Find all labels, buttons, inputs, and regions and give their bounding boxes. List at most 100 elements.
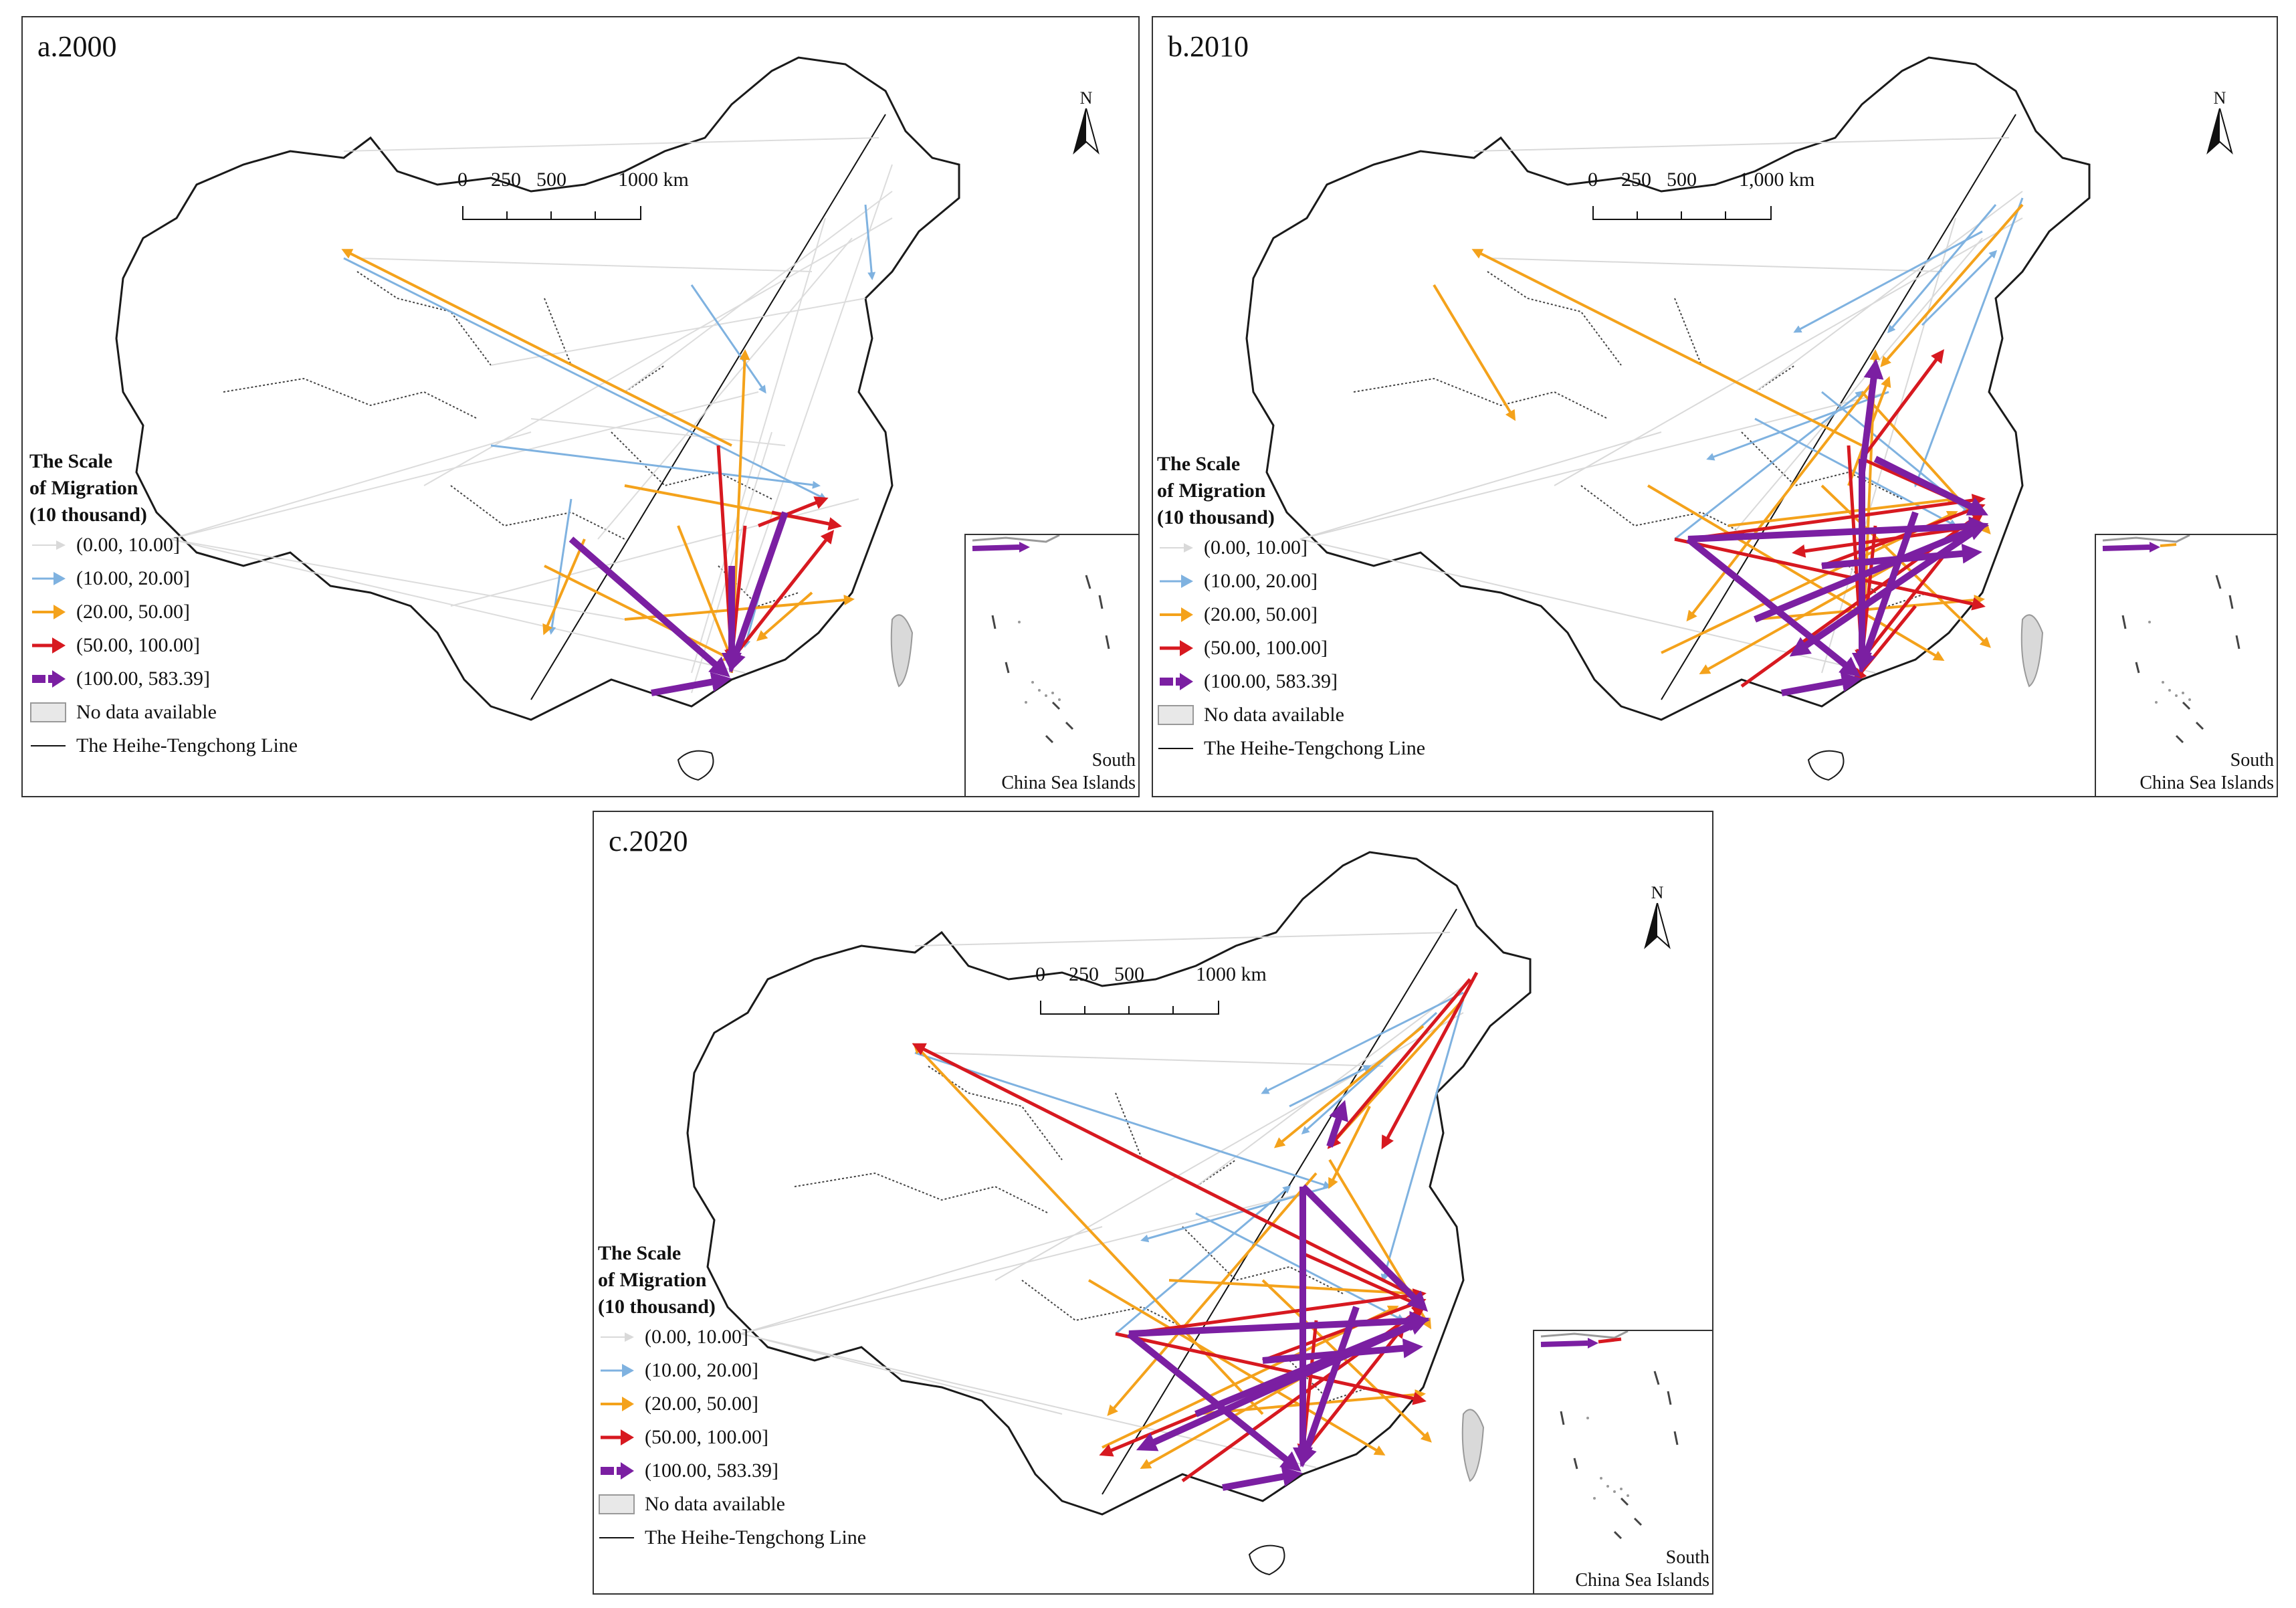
panel-title: a.2000	[37, 30, 117, 63]
map-panel-2010: b.2010 N 0 250 500 1,000 km The Scale of…	[1152, 16, 2278, 797]
north-label: N	[1651, 883, 1664, 902]
inset-label-line2: China Sea Islands	[2140, 773, 2274, 793]
legend-label: (0.00, 10.00]	[76, 534, 180, 556]
scale-label-250: 250	[1069, 963, 1099, 985]
china-map-2000	[115, 56, 960, 781]
china-outline	[115, 56, 960, 781]
legend: The Scale of Migration (10 thousand) (0.…	[29, 448, 404, 763]
legend-label: (20.00, 50.00]	[645, 1393, 758, 1415]
legend-title-line1: The Scale	[29, 450, 113, 472]
china-outline	[686, 851, 1532, 1576]
legend-item: (20.00, 50.00]	[1157, 598, 1532, 631]
legend-item: (100.00, 583.39]	[1157, 665, 1532, 698]
scale-label-max: 1000 km	[1196, 963, 1267, 985]
legend-label: (100.00, 583.39]	[1204, 670, 1338, 692]
legend-item: (50.00, 100.00]	[29, 629, 404, 662]
scale-bar: 0 250 500 1,000 km	[1588, 169, 1814, 229]
legend-arrow-icon	[1160, 673, 1193, 690]
line-swatch	[599, 1537, 634, 1538]
no-data-swatch	[599, 1494, 635, 1514]
legend-item: (20.00, 50.00]	[29, 595, 404, 629]
inset-label-line1: South	[2230, 750, 2274, 771]
map-panel-2020: c.2020 N 0 250 500 1000 km The Scale of …	[593, 811, 1713, 1595]
heihe-tengchong-line	[530, 114, 886, 700]
no-data-swatch	[30, 702, 66, 722]
south-china-sea-inset: South China Sea Islands	[964, 534, 1138, 796]
inset-label-line1: South	[1665, 1547, 1709, 1568]
legend-item-no-data: No data available	[1157, 698, 1532, 732]
scale-bar-line	[1040, 1001, 1219, 1015]
legend-item: (10.00, 20.00]	[598, 1354, 972, 1387]
inset-label: South China Sea Islands	[1575, 1546, 1709, 1592]
legend-label: No data available	[645, 1493, 785, 1515]
legend-title-line3: (10 thousand)	[1157, 506, 1275, 528]
inset-label: South China Sea Islands	[2140, 749, 2274, 795]
china-outline	[1245, 56, 2091, 781]
legend: The Scale of Migration (10 thousand) (0.…	[598, 1240, 972, 1554]
scale-label-500: 500	[1667, 169, 1697, 191]
inset-label-line2: China Sea Islands	[1001, 773, 1136, 793]
legend-title-line3: (10 thousand)	[598, 1296, 716, 1318]
legend-item-no-data: No data available	[29, 696, 404, 729]
legend: The Scale of Migration (10 thousand) (0.…	[1157, 451, 1532, 765]
legend-item-line: The Heihe-Tengchong Line	[29, 729, 404, 763]
inset-label: South China Sea Islands	[1001, 749, 1136, 795]
legend-label: The Heihe-Tengchong Line	[1204, 737, 1426, 759]
flows-class-5	[1685, 359, 1989, 696]
north-arrow-icon	[2206, 106, 2233, 155]
scale-bar-line	[462, 206, 641, 220]
north-arrow-icon	[1644, 900, 1671, 949]
scale-bar: 0 250 500 1000 km	[457, 169, 689, 229]
legend-item: (10.00, 20.00]	[29, 562, 404, 595]
legend-item: (20.00, 50.00]	[598, 1387, 972, 1421]
line-swatch	[1158, 748, 1193, 749]
legend-label: (20.00, 50.00]	[76, 601, 190, 623]
legend-label: The Heihe-Tengchong Line	[645, 1526, 867, 1548]
legend-title-line2: of Migration	[29, 477, 138, 499]
legend-item: (50.00, 100.00]	[1157, 631, 1532, 665]
legend-title-line1: The Scale	[598, 1242, 682, 1264]
scale-label-max: 1,000 km	[1739, 169, 1815, 191]
legend-item: (0.00, 10.00]	[598, 1320, 972, 1354]
legend-title-line3: (10 thousand)	[29, 504, 147, 526]
panel-title: c.2020	[609, 825, 688, 858]
panel-title: b.2010	[1168, 30, 1249, 63]
legend-arrow-icon	[1160, 607, 1193, 622]
line-swatch	[31, 745, 66, 746]
legend-label: (10.00, 20.00]	[1204, 570, 1318, 592]
flows-class-4	[912, 971, 1479, 1483]
inset-map	[1540, 1331, 1679, 1540]
scale-bar: 0 250 500 1000 km	[1035, 963, 1267, 1023]
legend-arrow-icon	[601, 1429, 634, 1445]
north-label: N	[2213, 88, 2226, 108]
inset-map	[972, 535, 1110, 744]
north-arrow: N	[2200, 88, 2240, 159]
legend-arrow-icon	[601, 1462, 634, 1480]
legend-arrow-icon	[32, 605, 66, 619]
flows-class-5	[1126, 1100, 1430, 1491]
legend-label: (100.00, 583.39]	[76, 668, 210, 690]
legend-item-line: The Heihe-Tengchong Line	[1157, 732, 1532, 765]
legend-arrow-icon	[601, 1397, 634, 1411]
scale-bar-line	[1592, 206, 1772, 220]
legend-label: (50.00, 100.00]	[645, 1426, 768, 1448]
north-label: N	[1079, 88, 1093, 108]
map-panel-2000: a.2000 N 0 250 500 1000 km The Scale of …	[21, 16, 1140, 797]
north-arrow: N	[1637, 883, 1677, 953]
legend-item: (0.00, 10.00]	[1157, 531, 1532, 565]
legend-arrow-icon	[1160, 575, 1193, 588]
legend-arrow-icon	[32, 670, 66, 688]
legend-label: (10.00, 20.00]	[76, 567, 190, 589]
scale-label-0: 0	[457, 169, 467, 191]
legend-item: (100.00, 583.39]	[29, 662, 404, 696]
legend-label: No data available	[1204, 704, 1344, 726]
inset-label-line1: South	[1091, 750, 1136, 771]
legend-label: The Heihe-Tengchong Line	[76, 734, 298, 757]
legend-label: (10.00, 20.00]	[645, 1359, 758, 1381]
legend-item-line: The Heihe-Tengchong Line	[598, 1521, 972, 1554]
legend-label: (50.00, 100.00]	[1204, 637, 1328, 659]
scale-label-0: 0	[1035, 963, 1045, 985]
scale-label-500: 500	[1114, 963, 1144, 985]
legend-arrow-icon	[32, 637, 66, 654]
legend-item-no-data: No data available	[598, 1488, 972, 1521]
